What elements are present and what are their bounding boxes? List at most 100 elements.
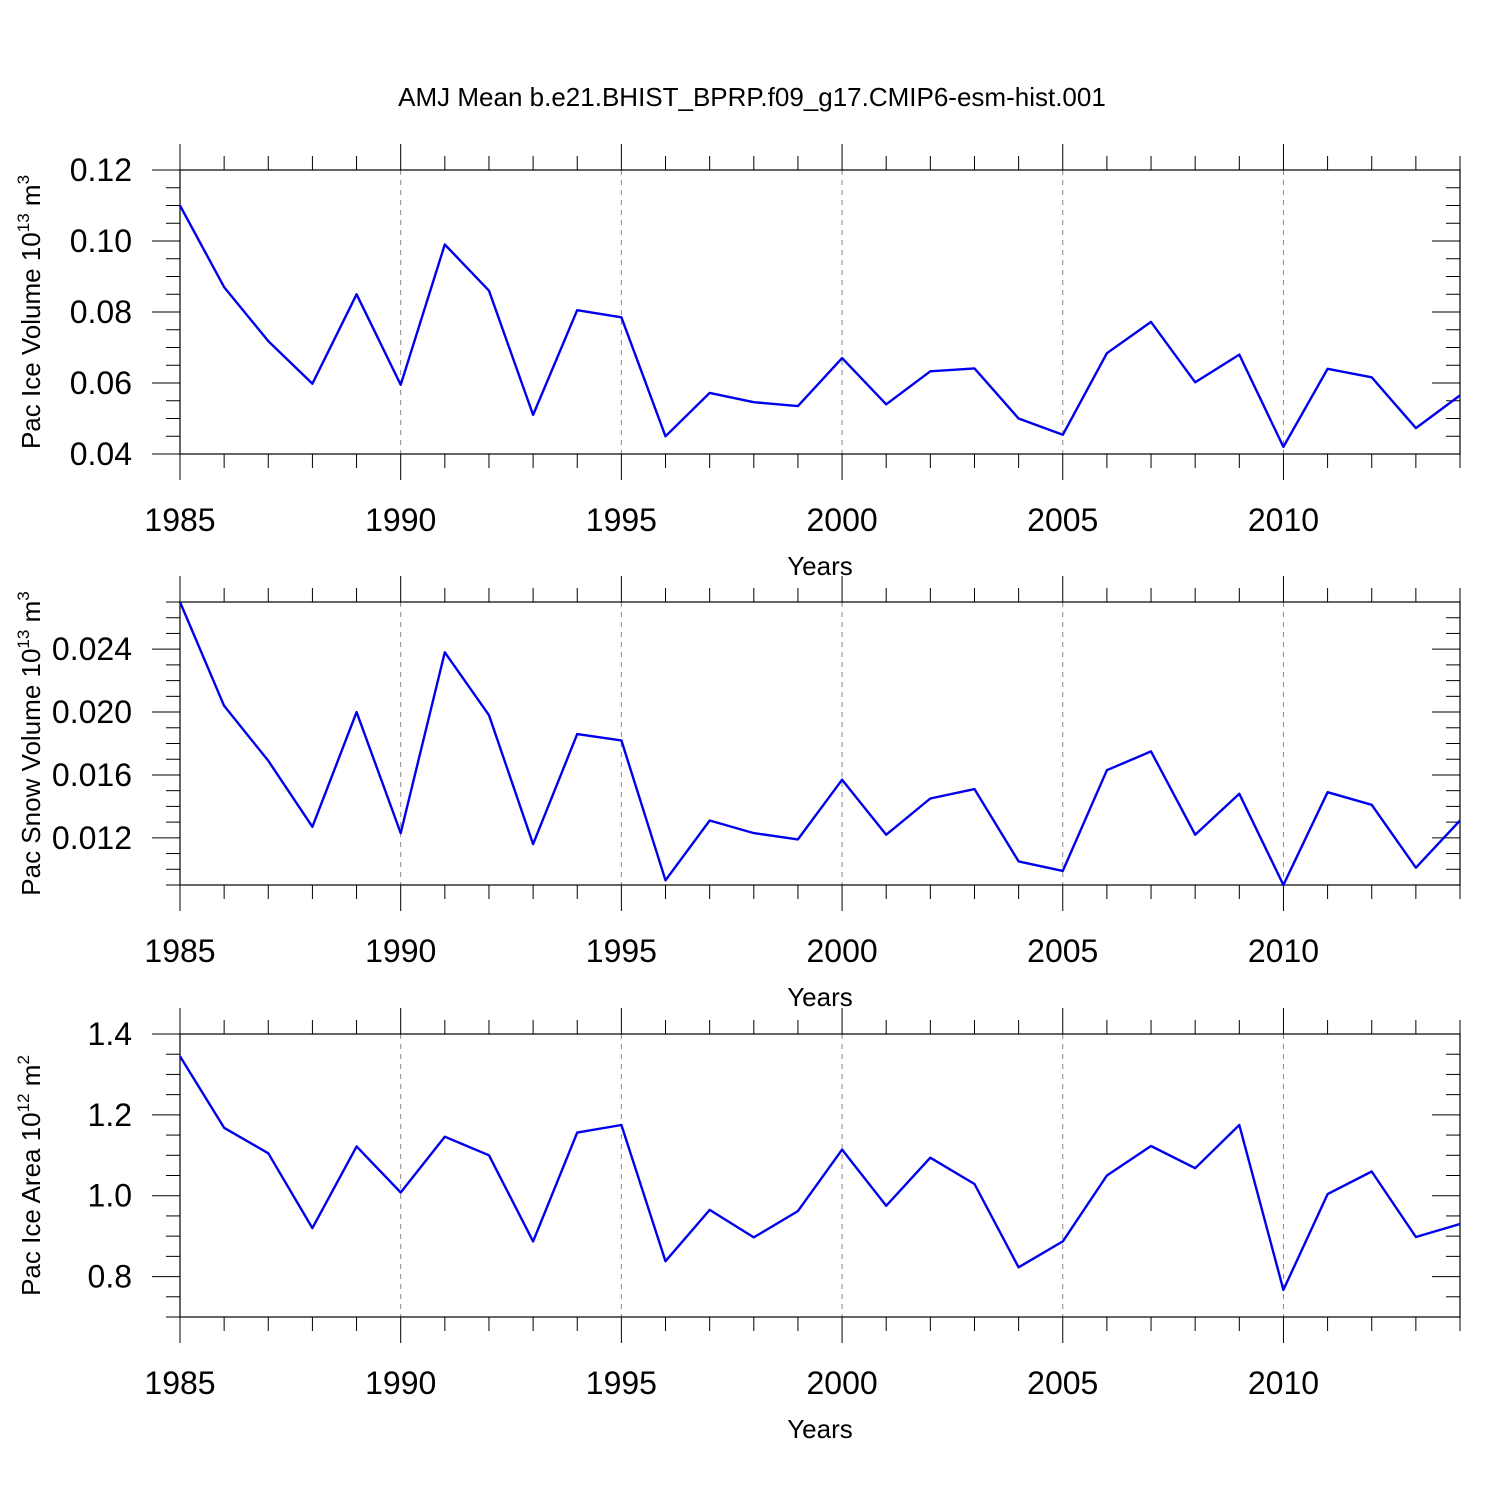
x-tick-label: 1985	[144, 502, 215, 538]
y-axis-label-text: Pac Ice Area 10	[16, 1112, 46, 1296]
data-point	[708, 391, 712, 395]
data-point	[972, 1182, 976, 1186]
data-point	[178, 1054, 182, 1058]
data-point	[1193, 380, 1197, 384]
y-tick-label: 0.016	[52, 757, 132, 793]
data-point	[222, 285, 226, 289]
data-point	[1017, 417, 1021, 421]
data-point	[752, 831, 756, 835]
data-point	[928, 797, 932, 801]
data-point	[1458, 819, 1462, 823]
y-axis-label-exponent: 13	[14, 630, 33, 649]
data-point	[266, 759, 270, 763]
data-point	[972, 787, 976, 791]
data-point	[1017, 859, 1021, 863]
data-point	[1458, 393, 1462, 397]
data-point	[531, 842, 535, 846]
y-tick-label: 0.06	[70, 365, 132, 401]
data-point	[1414, 1235, 1418, 1239]
series-line	[178, 601, 1461, 887]
x-axis-label: Years	[787, 1414, 853, 1444]
data-point	[928, 369, 932, 373]
x-axis-label: Years	[787, 551, 853, 581]
data-point	[443, 243, 447, 247]
data-point	[840, 778, 844, 782]
panel-ice-area: 0.8 1.0 1.2 1.4 1985 1990 1995 2000 2005 2010 Year…	[14, 1008, 1462, 1444]
data-point	[355, 1144, 359, 1148]
data-point	[310, 382, 314, 386]
data-point	[619, 738, 623, 742]
data-point	[178, 204, 182, 208]
x-axis-label: Years	[787, 982, 853, 1012]
data-point	[752, 400, 756, 404]
data-point	[664, 434, 668, 438]
data-point	[796, 1209, 800, 1213]
y-tick-label: 1.2	[88, 1097, 132, 1133]
data-point	[1326, 367, 1330, 371]
panel-ice-volume: 0.04 0.06 0.08 0.10 0.12 1985 1990 1995 2000 2005…	[14, 144, 1462, 581]
y-axis-label-unit: m	[16, 184, 46, 213]
y-tick-label: 0.12	[70, 152, 132, 188]
x-tick-label: 2000	[806, 933, 877, 969]
panel-snow-volume: 0.012 0.016 0.020 0.024 1985 1990 1995 2000 2005…	[14, 576, 1462, 1012]
data-point	[399, 831, 403, 835]
y-axis-label-unit-exponent: 3	[14, 591, 33, 600]
data-point	[1326, 1192, 1330, 1196]
data-point	[487, 289, 491, 293]
x-tick-label: 1990	[365, 502, 436, 538]
panels: 0.04 0.06 0.08 0.10 0.12 1985 1990 1995 2000 2005…	[14, 144, 1462, 1444]
data-point	[1237, 353, 1241, 357]
x-tick-label: 1995	[586, 933, 657, 969]
data-point	[266, 1151, 270, 1155]
data-point	[1193, 1166, 1197, 1170]
series-line	[178, 1055, 1461, 1292]
data-point	[840, 1148, 844, 1152]
x-tick-label: 2000	[806, 1365, 877, 1401]
y-axis-label: Pac Ice Volume 1013 m3	[14, 175, 46, 449]
y-tick-label: 0.08	[70, 294, 132, 330]
data-point	[310, 825, 314, 829]
y-axis-label: Pac Ice Area 1012 m2	[14, 1055, 46, 1296]
series-line	[178, 204, 1461, 449]
data-point	[1105, 768, 1109, 772]
x-tick-label: 2000	[806, 502, 877, 538]
y-tick-label: 0.04	[70, 436, 132, 472]
data-point	[355, 292, 359, 296]
data-point	[1414, 866, 1418, 870]
x-tick-label: 2005	[1027, 933, 1098, 969]
data-point	[1149, 320, 1153, 324]
data-point	[708, 1208, 712, 1212]
data-point	[1370, 1169, 1374, 1173]
data-point	[840, 356, 844, 360]
data-point	[1458, 1222, 1462, 1226]
data-point	[1281, 445, 1285, 449]
data-point	[222, 1126, 226, 1130]
data-point	[752, 1235, 756, 1239]
data-point	[266, 339, 270, 343]
y-tick-label: 0.10	[70, 223, 132, 259]
data-point	[1326, 790, 1330, 794]
y-tick-label: 0.012	[52, 820, 132, 856]
data-point	[1193, 833, 1197, 837]
y-axis-label-exponent: 13	[14, 213, 33, 232]
data-point	[1105, 1174, 1109, 1178]
data-point	[664, 878, 668, 882]
data-point	[1149, 749, 1153, 753]
data-point	[1061, 869, 1065, 873]
data-point	[1281, 1288, 1285, 1292]
data-point	[531, 413, 535, 417]
data-point	[664, 1259, 668, 1263]
y-axis-label-unit: m	[16, 1065, 46, 1094]
data-point	[443, 650, 447, 654]
y-axis-label-exponent: 12	[14, 1093, 33, 1112]
data-point	[1149, 1144, 1153, 1148]
x-tick-label: 1995	[586, 1365, 657, 1401]
data-point	[399, 383, 403, 387]
x-tick-label: 2010	[1248, 502, 1319, 538]
y-axis-label-unit-exponent: 3	[14, 175, 33, 184]
y-tick-label: 0.020	[52, 694, 132, 730]
data-point	[222, 704, 226, 708]
data-point	[1414, 426, 1418, 430]
